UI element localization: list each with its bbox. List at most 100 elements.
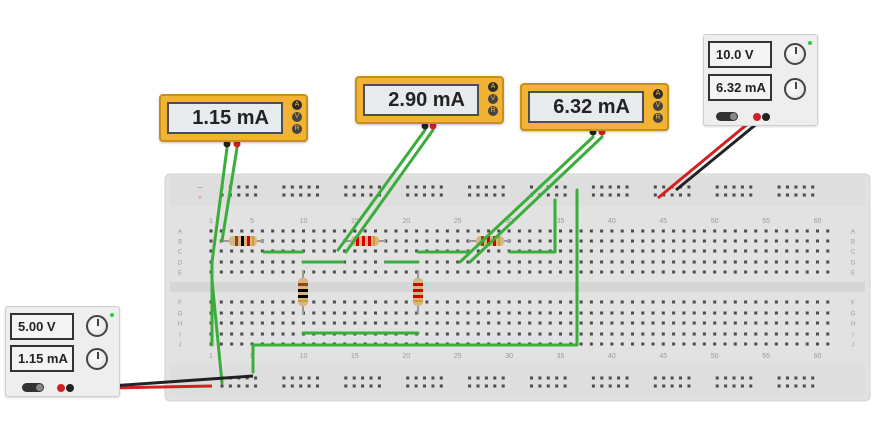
hole[interactable] [260,332,264,336]
hole[interactable] [661,229,665,233]
hole[interactable] [687,193,691,197]
hole[interactable] [507,270,511,274]
hole[interactable] [425,332,429,336]
hole[interactable] [548,229,552,233]
hole[interactable] [785,270,789,274]
hole[interactable] [600,332,604,336]
hole[interactable] [777,193,781,197]
hole[interactable] [240,311,244,315]
hole[interactable] [723,229,727,233]
hole[interactable] [692,260,696,264]
hole[interactable] [692,311,696,315]
hole[interactable] [493,193,497,197]
hole[interactable] [687,185,691,189]
hole[interactable] [466,260,470,264]
hole[interactable] [559,332,562,336]
hole[interactable] [260,311,264,315]
hole[interactable] [702,260,706,264]
mode-selector[interactable]: A V R [488,82,498,116]
hole[interactable] [466,270,470,274]
hole[interactable] [343,249,347,253]
hole[interactable] [281,260,285,264]
hole[interactable] [733,342,737,346]
hole[interactable] [816,332,819,336]
hole[interactable] [774,321,778,325]
hole[interactable] [445,260,449,264]
hole[interactable] [250,300,254,304]
multimeter-2[interactable]: 2.90 mA A V R [355,76,504,124]
hole[interactable] [794,376,798,380]
hole[interactable] [363,321,367,325]
hole[interactable] [250,332,254,336]
hole[interactable] [260,300,264,304]
hole[interactable] [546,376,550,380]
hole[interactable] [501,193,505,197]
hole[interactable] [250,270,254,274]
hole[interactable] [281,321,285,325]
hole[interactable] [625,376,629,380]
hole[interactable] [802,384,806,388]
hole[interactable] [764,300,768,304]
hole[interactable] [692,239,696,243]
green-wires[interactable] [210,128,604,385]
hole[interactable] [631,300,634,304]
hole[interactable] [291,321,295,325]
hole[interactable] [414,193,418,197]
hole[interactable] [517,300,521,304]
hole[interactable] [282,185,286,189]
hole[interactable] [456,321,460,325]
hole[interactable] [672,239,676,243]
hole[interactable] [281,270,285,274]
hole[interactable] [617,384,621,388]
hole[interactable] [702,249,706,253]
hole[interactable] [548,332,552,336]
hole[interactable] [425,260,429,264]
hole[interactable] [687,376,691,380]
hole[interactable] [260,249,264,253]
hole[interactable] [476,249,480,253]
hole[interactable] [713,260,717,264]
hole[interactable] [466,229,470,233]
hole[interactable] [476,270,480,274]
hole[interactable] [435,321,439,325]
hole[interactable] [631,239,634,243]
hole[interactable] [631,321,634,325]
hole[interactable] [651,270,655,274]
hole[interactable] [466,311,470,315]
hole[interactable] [744,239,748,243]
hole[interactable] [785,300,789,304]
hole[interactable] [754,239,758,243]
hole[interactable] [670,376,674,380]
hole[interactable] [608,193,612,197]
hole[interactable] [802,376,806,380]
hole[interactable] [538,332,542,336]
hole[interactable] [439,376,443,380]
multimeter-3[interactable]: 6.32 mA A V R [520,83,669,131]
hole[interactable] [744,332,748,336]
hole[interactable] [237,384,241,388]
hole[interactable] [600,249,604,253]
hole[interactable] [406,193,410,197]
hole[interactable] [764,229,768,233]
hole[interactable] [816,300,819,304]
hole[interactable] [406,384,410,388]
hole[interactable] [291,332,295,336]
hole[interactable] [312,270,316,274]
hole[interactable] [530,376,533,380]
hole[interactable] [456,229,460,233]
hole[interactable] [240,332,244,336]
power-toggle[interactable] [716,112,738,121]
hole[interactable] [795,321,799,325]
hole[interactable] [487,321,491,325]
hole[interactable] [344,193,348,197]
hole[interactable] [661,249,665,253]
hole[interactable] [723,321,727,325]
hole[interactable] [299,384,303,388]
hole[interactable] [723,249,727,253]
hole[interactable] [774,239,778,243]
hole[interactable] [291,239,295,243]
hole[interactable] [754,321,758,325]
hole[interactable] [662,376,666,380]
hole[interactable] [548,311,552,315]
hole[interactable] [456,270,460,274]
